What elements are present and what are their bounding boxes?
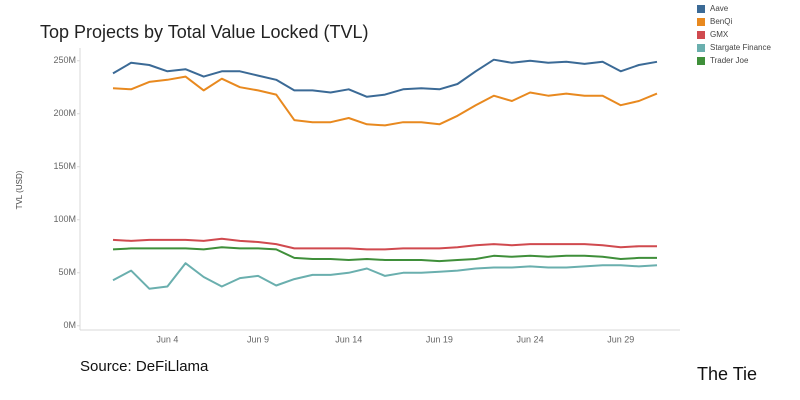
source: Source: DeFiLlama xyxy=(80,358,209,375)
legend-label: Stargate Finance xyxy=(710,43,771,52)
x-tick-label: Jun 14 xyxy=(335,334,362,344)
legend-swatch xyxy=(697,5,705,13)
y-tick-label: 150M xyxy=(53,161,76,171)
legend-label: BenQi xyxy=(710,17,732,26)
legend-label: Aave xyxy=(710,4,729,13)
legend-swatch xyxy=(697,44,705,52)
series-line xyxy=(112,237,657,251)
x-tick-label: Jun 29 xyxy=(607,334,634,344)
y-tick-label: 100M xyxy=(53,214,76,224)
y-tick-label: 200M xyxy=(53,108,76,118)
series-line xyxy=(112,58,658,98)
x-tick-label: Jun 9 xyxy=(247,334,269,344)
y-tick-label: 0M xyxy=(63,320,76,330)
series-line xyxy=(112,75,658,127)
brand-logo: The Tie xyxy=(697,364,757,384)
chart-title: Top Projects by Total Value Locked (TVL) xyxy=(40,22,369,42)
x-tick-label: Jun 24 xyxy=(517,334,544,344)
y-axis-label: TVL (USD) xyxy=(15,170,24,209)
legend-label: Trader Joe xyxy=(710,56,749,65)
y-tick-label: 50M xyxy=(58,267,76,277)
legend-swatch xyxy=(697,31,705,39)
series-line xyxy=(112,246,657,263)
y-tick-label: 250M xyxy=(53,55,76,65)
series-line xyxy=(112,262,658,290)
x-tick-label: Jun 19 xyxy=(426,334,453,344)
legend-swatch xyxy=(697,18,705,26)
x-tick-label: Jun 4 xyxy=(156,334,178,344)
legend-label: GMX xyxy=(710,30,729,39)
legend-swatch xyxy=(697,57,705,65)
